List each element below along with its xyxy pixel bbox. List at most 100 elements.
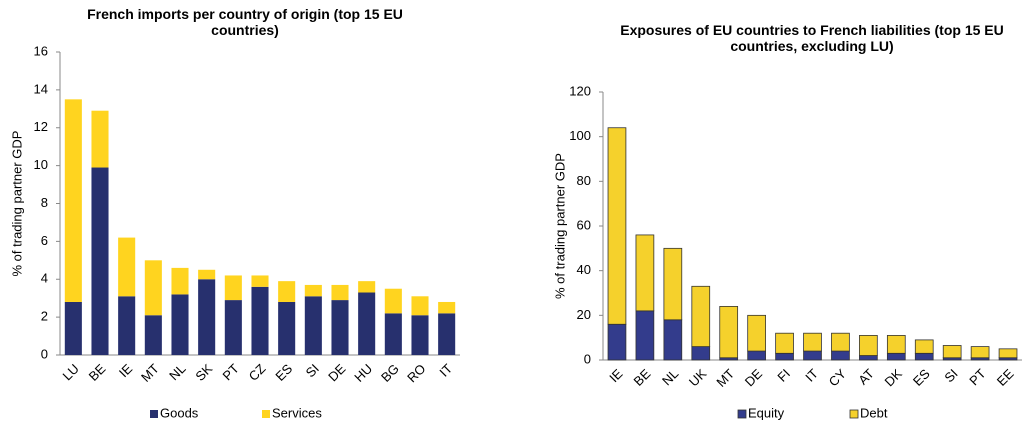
title-box: French imports per country of origin (to… [87,6,403,38]
x-tick-label: BG [378,361,402,385]
bar-segment [914,339,934,354]
bar-segment [384,288,402,314]
bar-segment [171,267,189,295]
bar-segment [331,284,349,301]
legend-swatch [262,410,270,418]
bar-segment [64,99,82,302]
bar-segment [803,350,822,361]
legend-swatch [737,409,747,419]
bar-segment [831,332,850,352]
bar-segment [859,335,878,356]
y-tick-label: 4 [41,271,48,286]
bar-segment [775,352,794,361]
y-tick-label: 10 [34,157,48,172]
y-axis-label: % of trading partner GDP [9,131,24,277]
bar-segment [304,284,322,297]
legend-label: Debt [860,405,888,420]
bar-segment [171,294,189,355]
bar-segment [747,350,766,361]
x-tick-label: ES [910,366,933,389]
y-tick-label: 60 [577,217,591,232]
x-tick-label: UK [686,366,710,390]
bar-segment [198,269,216,280]
bar-segment [635,310,655,361]
y-axis-label: % of trading partner GDP [552,153,567,299]
x-tick-label: MT [138,361,162,385]
bar-segment [251,275,269,287]
y-tick-label: 12 [34,119,48,134]
x-tick-label: IE [606,366,626,386]
y-tick-label: 120 [569,83,591,98]
bar-segment [278,301,296,355]
bar-segment [438,301,456,314]
chart-title: Exposures of EU countries to French liab… [620,22,1004,54]
bar-segment [831,350,850,361]
chart-title: French imports per country of origin (to… [87,6,403,38]
x-tick-label: IT [436,361,455,380]
bar-segment [691,346,711,361]
y-tick-label: 8 [41,195,48,210]
x-tick-label: IE [116,361,136,381]
bar-segment [970,346,990,359]
x-tick-label: RO [404,361,428,385]
bar-segment [775,332,794,354]
bar-segment [803,332,822,352]
y-tick-label: 6 [41,233,48,248]
x-tick-label: FI [774,366,793,385]
bar-segment [358,281,376,293]
bar-segment [91,167,109,355]
y-tick-label: 80 [577,173,591,188]
y-tick-label: 14 [34,81,48,96]
y-tick-label: 16 [34,43,48,58]
x-tick-label: BE [631,366,654,389]
bar-segment [411,315,429,355]
legend-label: Services [272,405,322,420]
bar-segment [886,352,906,361]
bar-segment [91,110,109,168]
legend-swatch [849,409,859,419]
bar-segment [278,281,296,302]
title-box: Exposures of EU countries to French liab… [620,22,1004,54]
bar-segment [663,319,683,361]
legend-label: Equity [748,405,785,420]
x-tick-label: BE [86,361,109,384]
bar-segment [118,237,136,297]
bar-segment [942,345,962,359]
bar-segment [411,296,429,316]
y-tick-label: 2 [41,309,48,324]
bar-segment [64,301,82,355]
bar-segment [118,296,136,355]
bar-segment [251,286,269,355]
x-tick-label: ES [272,361,295,384]
bar-segment [198,279,216,355]
x-tick-label: IT [802,366,821,385]
x-tick-label: CY [826,366,850,390]
y-tick-label: 40 [577,262,591,277]
x-tick-label: MT [713,366,737,390]
x-tick-label: PT [966,366,988,388]
bar-segment [719,305,739,359]
bar-segment [859,355,878,361]
bar-segment [304,296,322,355]
bar-segment [358,292,376,355]
legend-label: Goods [160,405,199,420]
x-tick-label: AT [855,366,877,388]
bar-segment [144,315,162,355]
bar-segment [691,285,711,347]
x-tick-label: SK [192,361,215,384]
bar-segment [224,275,242,301]
bar-segment [635,234,655,312]
bar-segment [607,323,627,361]
x-tick-label: DE [325,361,349,385]
x-tick-label: NL [659,366,681,388]
bar-segment [438,313,456,355]
x-tick-label: LU [60,361,82,383]
bar-segment [886,335,906,354]
x-tick-label: NL [166,361,188,383]
bar-segment [998,348,1018,359]
bar-segment [914,352,934,361]
x-tick-label: SI [941,366,960,385]
bar-segment [747,314,766,352]
y-tick-label: 0 [41,346,48,361]
